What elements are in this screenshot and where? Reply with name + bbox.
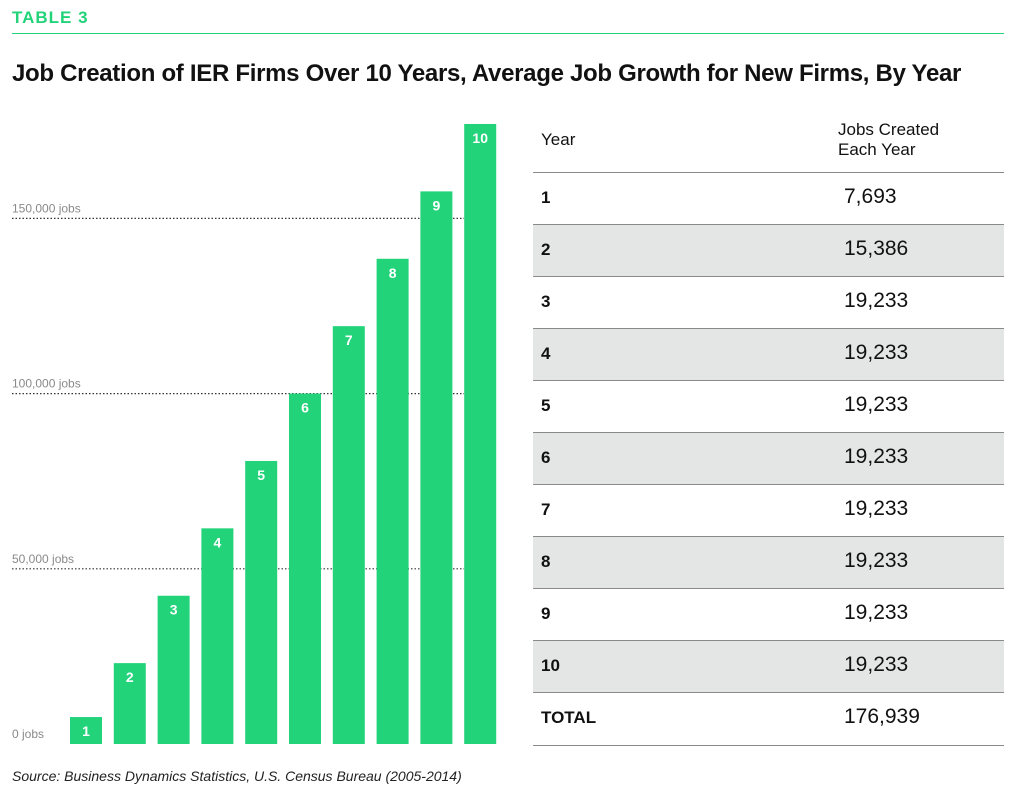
bar-chart: 0 jobs 50,000 jobs 100,000 jobs 150,000 job… — [12, 123, 497, 745]
row-jobs: 19,233 — [844, 445, 909, 468]
row-jobs: 19,233 — [844, 393, 909, 416]
row-year: 6 — [541, 448, 551, 467]
bar-label: 7 — [345, 332, 353, 348]
bar — [157, 595, 190, 744]
tag-divider — [12, 33, 1004, 34]
row-jobs: 19,233 — [844, 601, 909, 624]
row-jobs: 19,233 — [844, 653, 909, 676]
row-year: 4 — [541, 344, 551, 363]
y-tick-label: 50,000 jobs — [12, 552, 74, 566]
table-row: 10 19,233 — [533, 641, 1004, 693]
table-row: 4 19,233 — [533, 329, 1004, 381]
row-jobs: 7,693 — [844, 185, 897, 208]
row-year: 10 — [541, 656, 560, 675]
bar — [332, 326, 365, 744]
bar-label: 8 — [389, 265, 397, 281]
table-row: 8 19,233 — [533, 537, 1004, 589]
page-title: Job Creation of IER Firms Over 10 Years,… — [12, 60, 962, 87]
header-jobs-line1: Jobs Created — [838, 120, 940, 139]
y-tick-label: 0 jobs — [12, 727, 44, 741]
header-jobs-created: Jobs Created Each Year — [838, 120, 978, 160]
jobs-table: Year Jobs Created Each Year 1 7,693 2 15… — [533, 118, 1004, 746]
table-tag: TABLE 3 — [12, 8, 89, 27]
bar — [113, 663, 146, 744]
bar-label: 9 — [433, 197, 441, 213]
source-note: Source: Business Dynamics Statistics, U.… — [12, 768, 462, 784]
y-tick-label: 150,000 jobs — [12, 201, 81, 215]
bar-label: 3 — [170, 602, 178, 618]
row-jobs: 19,233 — [844, 549, 909, 572]
table-total-row: TOTAL 176,939 — [533, 693, 1004, 746]
bar-label: 10 — [472, 130, 488, 146]
row-year: 8 — [541, 552, 551, 571]
bar — [70, 717, 102, 744]
bar — [464, 123, 497, 745]
row-year: 9 — [541, 604, 551, 623]
bar-label: 5 — [257, 467, 265, 483]
row-year: 5 — [541, 396, 551, 415]
row-year: 2 — [541, 240, 551, 259]
table-row: 9 19,233 — [533, 589, 1004, 641]
table-row: 7 19,233 — [533, 485, 1004, 537]
row-year: 7 — [541, 500, 551, 519]
table-row: 3 19,233 — [533, 277, 1004, 329]
row-jobs: 19,233 — [844, 497, 909, 520]
table-row: 2 15,386 — [533, 225, 1004, 277]
row-jobs: 15,386 — [844, 237, 909, 260]
bar-label: 2 — [126, 669, 134, 685]
row-jobs: 19,233 — [844, 341, 909, 364]
bar — [289, 393, 321, 744]
row-year: 3 — [541, 292, 551, 311]
bar — [420, 191, 453, 745]
row-jobs: 19,233 — [844, 289, 909, 312]
table-row: 6 19,233 — [533, 433, 1004, 485]
bar — [376, 258, 409, 744]
header-jobs-line2: Each Year — [838, 140, 916, 159]
bar-label: 1 — [82, 723, 90, 739]
bar-label: 4 — [214, 534, 222, 550]
y-tick-label: 100,000 jobs — [12, 377, 81, 391]
row-year: 1 — [541, 188, 551, 207]
table-row: 5 19,233 — [533, 381, 1004, 433]
table-row: 1 7,693 — [533, 173, 1004, 225]
bar — [245, 460, 278, 744]
total-value: 176,939 — [844, 705, 920, 728]
header-year: Year — [541, 130, 576, 149]
bar — [201, 528, 234, 744]
bar-label: 6 — [301, 400, 309, 416]
total-label: TOTAL — [541, 708, 597, 727]
table-header: Year Jobs Created Each Year — [533, 118, 1004, 173]
